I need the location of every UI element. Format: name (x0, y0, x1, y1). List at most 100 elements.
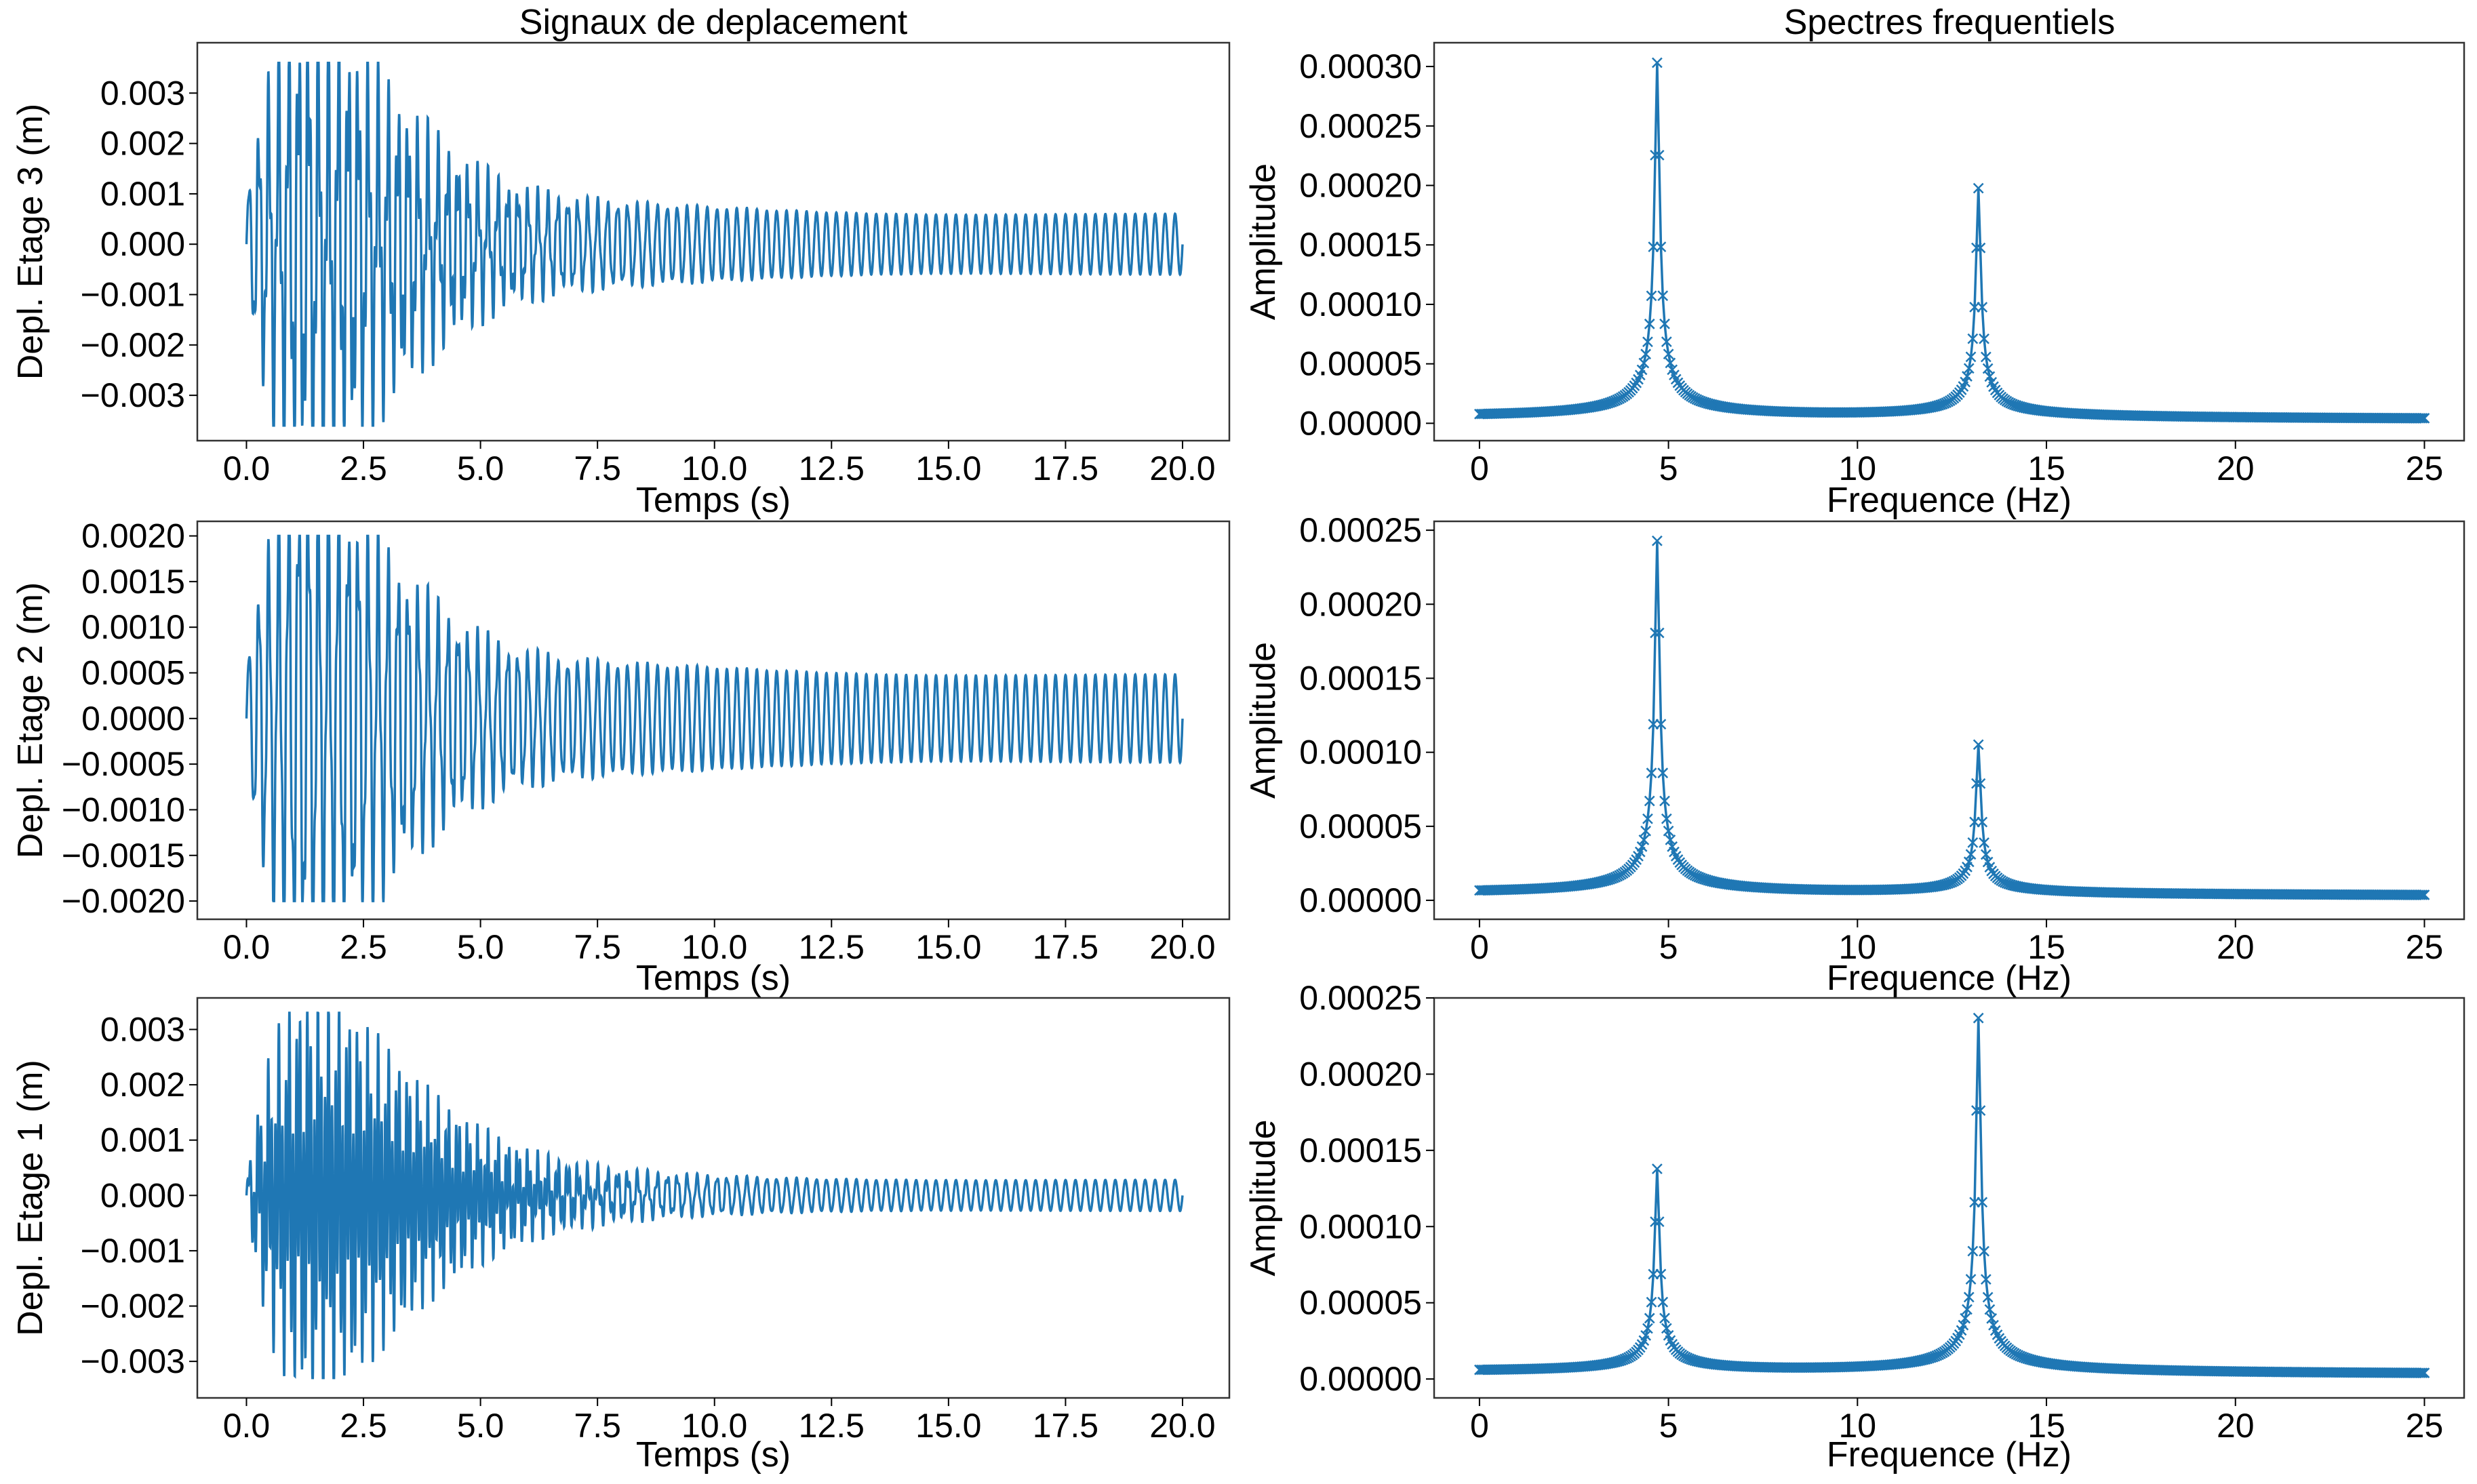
axes-frame (196, 520, 1231, 921)
data-point-marker (1659, 318, 1670, 329)
data-point-marker (1644, 318, 1655, 329)
data-point-marker (1967, 837, 1979, 848)
y-tick-label: 0.00025 (1299, 107, 1422, 145)
y-axis-label: Depl. Etage 3 (m) (11, 104, 50, 380)
data-point-marker (1646, 290, 1657, 302)
y-tick-label: −0.0010 (62, 790, 185, 828)
data-point-marker (1653, 149, 1665, 161)
right-column-title: Spectres frequentiels (1784, 3, 2116, 42)
data-point-marker (1604, 874, 1616, 885)
subplot-sig3: 0.0 2.5 5.0 7.5 10.0 12.5 15.0 17.5 20.0 −0.003 −0… (11, 41, 1231, 520)
x-tick-label: 10 (1839, 449, 1877, 487)
data-point-marker (1967, 1245, 1979, 1257)
data-point-marker (1963, 1291, 1975, 1303)
data-point-marker (1650, 149, 1661, 161)
data-point-marker (1984, 1304, 1996, 1315)
x-tick-label: 5.0 (457, 449, 504, 487)
y-tick-label: 0.00020 (1299, 585, 1422, 623)
y-tick-label: 0.0015 (81, 563, 185, 601)
x-tick-label: 15.0 (915, 449, 981, 487)
y-axis-label: Amplitude (1244, 163, 1283, 320)
data-point-marker (1962, 1304, 1973, 1315)
data-point-marker (1638, 835, 1650, 845)
x-tick-label: 15.0 (915, 928, 981, 966)
data-point-marker (1642, 336, 1653, 348)
data-point-marker (1646, 1296, 1657, 1308)
data-point-marker (2419, 889, 2430, 900)
y-tick-label: 0.00025 (1299, 979, 1422, 1017)
data-point-marker (1965, 1274, 1977, 1285)
y-tick-label: 0.003 (100, 1011, 185, 1049)
y-tick-label: 0.003 (100, 74, 185, 112)
data-point-marker (1655, 719, 1667, 730)
data-point-marker (1973, 1012, 1984, 1024)
series-line (1479, 62, 2425, 420)
series-line (245, 1011, 1184, 1380)
y-tick-label: 0.00000 (1299, 1360, 1422, 1398)
x-tick-label: 7.5 (574, 928, 621, 966)
x-tick-label: 0.0 (223, 449, 271, 487)
axes-frame (196, 997, 1231, 1399)
y-tick-label: 0.00010 (1299, 285, 1422, 323)
x-tick-label: 5.0 (457, 928, 504, 966)
data-point-marker (1642, 813, 1653, 824)
x-tick-label: 0 (1470, 449, 1489, 487)
data-point-marker (1636, 364, 1648, 376)
data-point-marker (1650, 1216, 1661, 1228)
x-tick-label: 12.5 (799, 449, 865, 487)
y-tick-label: 0.00010 (1299, 1207, 1422, 1245)
data-point-marker (1979, 837, 1989, 848)
data-point-marker (1663, 348, 1674, 360)
data-point-marker (2415, 889, 2426, 900)
data-point-marker (2417, 889, 2428, 900)
data-point-marker (1659, 1312, 1670, 1324)
y-tick-label: −0.002 (81, 326, 185, 364)
y-tick-label: 0.001 (100, 1121, 185, 1159)
x-tick-label: 25 (2406, 449, 2444, 487)
subplot-sig1: 0.0 2.5 5.0 7.5 10.0 12.5 15.0 17.5 20.0 −0.003 −0… (11, 997, 1231, 1475)
data-point-marker (1924, 1352, 1935, 1364)
y-tick-label: 0.00030 (1299, 47, 1422, 85)
series-line (245, 61, 1184, 427)
data-point-marker (1651, 1163, 1663, 1175)
data-point-marker (1657, 290, 1669, 302)
data-point-marker (1651, 535, 1663, 546)
x-tick-label: 20.0 (1149, 1407, 1215, 1445)
data-point-marker (1602, 397, 1614, 409)
x-tick-label: 0 (1470, 1407, 1489, 1445)
data-point-marker (1661, 813, 1672, 824)
series-line (245, 534, 1184, 902)
data-point-marker (1653, 1216, 1665, 1227)
x-axis-label: Temps (s) (636, 959, 791, 998)
data-point-marker (1960, 376, 1971, 388)
y-tick-label: 0.001 (100, 175, 185, 213)
data-point-marker (1636, 841, 1648, 852)
x-tick-label: 7.5 (574, 449, 621, 487)
data-point-marker (1614, 1355, 1625, 1367)
data-point-marker (1665, 834, 1676, 845)
data-point-marker (2419, 413, 2430, 424)
x-tick-label: 12.5 (799, 928, 865, 966)
y-tick-label: 0.00005 (1299, 1284, 1422, 1322)
data-point-marker (1602, 874, 1614, 885)
axes-frame (1433, 997, 2465, 1399)
x-tick-label: 15 (2027, 449, 2065, 487)
y-tick-label: −0.0020 (62, 882, 185, 920)
x-tick-label: 15 (2027, 1407, 2065, 1445)
y-axis-label: Depl. Etage 2 (m) (11, 582, 50, 859)
data-point-marker (1638, 357, 1650, 369)
y-tick-label: 0.0005 (81, 654, 185, 691)
data-point-marker (1979, 333, 1989, 344)
subplot-spec3: 0 5 10 15 20 25 0.00000 0.00005 0.00010 0.00015 0.… (1244, 41, 2465, 520)
y-tick-label: −0.003 (81, 1342, 185, 1380)
x-tick-label: 25 (2406, 1407, 2444, 1445)
data-point-marker (1665, 357, 1676, 369)
data-point-marker (2417, 413, 2428, 424)
x-tick-label: 12.5 (799, 1407, 865, 1445)
x-tick-label: 20 (2217, 449, 2255, 487)
data-point-marker (1642, 1323, 1653, 1334)
y-axis-label: Depl. Etage 1 (m) (11, 1060, 50, 1336)
data-point-marker (1958, 1319, 1969, 1331)
x-tick-label: 20.0 (1149, 449, 1215, 487)
